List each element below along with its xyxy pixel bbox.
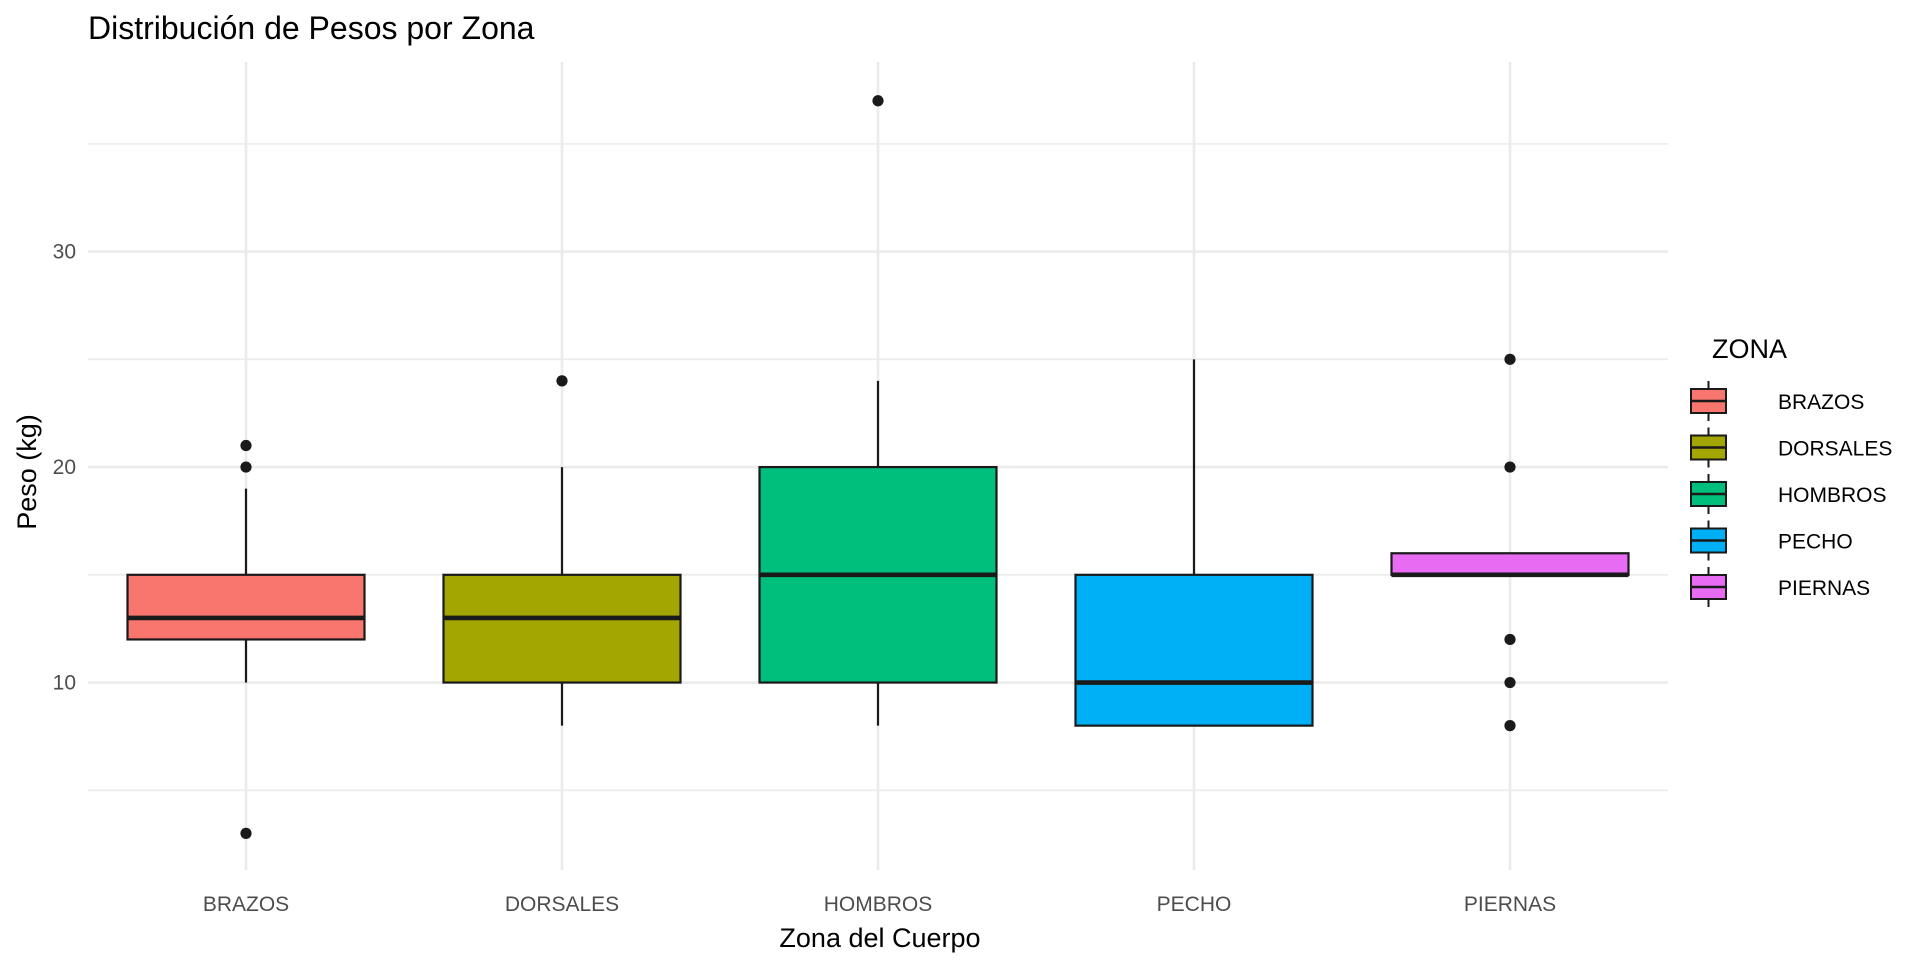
outlier-point: [556, 375, 568, 387]
chart-title: Distribución de Pesos por Zona: [88, 10, 535, 46]
y-tick-label: 20: [53, 456, 76, 479]
x-tick-label: PECHO: [1157, 893, 1232, 916]
legend: ZONA BRAZOS DORSALES HOMBROS PECHO PIERNAS: [1690, 334, 1892, 607]
boxplots: [126, 95, 1630, 839]
y-tick-label: 30: [53, 241, 76, 264]
box-iqr: [1390, 552, 1630, 576]
legend-item-piernas: PIERNAS: [1690, 567, 1870, 607]
legend-items: BRAZOS DORSALES HOMBROS PECHO PIERNAS: [1690, 381, 1892, 607]
legend-item-hombros: HOMBROS: [1690, 474, 1887, 514]
x-tick-label: BRAZOS: [203, 893, 289, 916]
y-axis-title: Peso (kg): [12, 414, 42, 530]
outlier-point: [1504, 633, 1516, 646]
outlier-point: [240, 827, 252, 839]
legend-item-dorsales: DORSALES: [1690, 427, 1892, 468]
legend-label: PECHO: [1778, 531, 1853, 554]
boxplot-piernas: [1390, 353, 1630, 732]
legend-title: ZONA: [1712, 334, 1787, 364]
outlier-point: [872, 95, 884, 107]
x-tick-label: HOMBROS: [824, 893, 933, 916]
boxplot-pecho: [1074, 359, 1314, 727]
box-iqr: [126, 573, 366, 641]
outlier-point: [240, 461, 252, 473]
box-iqr: [1074, 573, 1314, 727]
legend-item-pecho: PECHO: [1690, 520, 1853, 561]
legend-item-brazos: BRAZOS: [1690, 381, 1864, 421]
legend-label: DORSALES: [1778, 438, 1892, 461]
boxplot-hombros: [758, 95, 998, 726]
x-axis-title: Zona del Cuerpo: [779, 923, 980, 953]
boxplot-brazos: [126, 439, 366, 839]
axis-ticks: 10 20 30 BRAZOS DORSALES HOMBROS PECHO PIERNAS: [53, 241, 1556, 916]
legend-label: BRAZOS: [1778, 391, 1864, 414]
outlier-point: [1504, 720, 1516, 732]
legend-label: PIERNAS: [1778, 577, 1870, 600]
outlier-point: [1504, 353, 1516, 365]
x-tick-label: DORSALES: [505, 893, 619, 916]
outlier-point: [1504, 461, 1516, 473]
y-tick-label: 10: [53, 672, 76, 695]
x-tick-label: PIERNAS: [1464, 893, 1556, 916]
legend-label: HOMBROS: [1778, 484, 1887, 507]
outlier-point: [240, 439, 252, 452]
outlier-point: [1504, 676, 1516, 689]
box-iqr: [442, 573, 682, 684]
boxplot-dorsales: [442, 375, 682, 726]
